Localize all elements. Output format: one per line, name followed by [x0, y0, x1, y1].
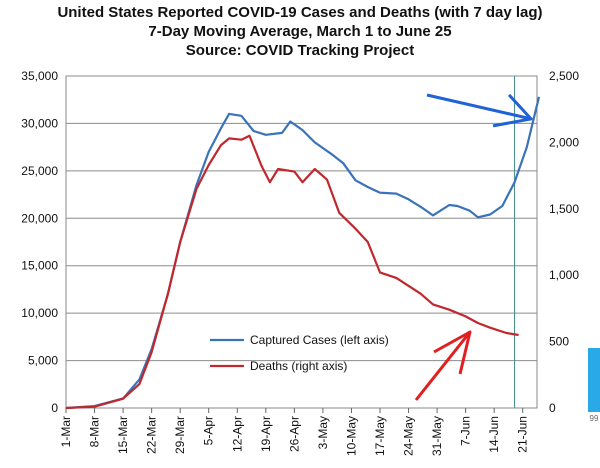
y-right-tick-label: 500: [549, 335, 569, 349]
x-tick-label: 31-May: [430, 416, 444, 456]
x-tick-label: 24-May: [402, 416, 416, 456]
x-tick-label: 10-May: [344, 416, 358, 456]
y-right-tick-label: 2,500: [549, 69, 579, 83]
chart-subtitle: 7-Day Moving Average, March 1 to June 25: [148, 23, 452, 40]
x-tick-label: 26-Apr: [287, 416, 301, 452]
y-left-tick-label: 0: [51, 401, 58, 415]
x-tick-label: 12-Apr: [230, 416, 244, 452]
x-tick-label: 15-Mar: [116, 416, 130, 454]
edge-widget-bar: [588, 348, 600, 412]
y-right-tick-label: 2,000: [549, 135, 579, 149]
x-tick-label: 5-Apr: [202, 416, 216, 445]
y-left-tick-label: 10,000: [21, 306, 58, 320]
y-right-tick-label: 0: [549, 401, 556, 415]
plot-area: [65, 75, 538, 409]
y-left-tick-label: 30,000: [21, 116, 58, 130]
x-tick-label: 8-Mar: [88, 416, 102, 447]
legend-label: Captured Cases (left axis): [250, 333, 389, 347]
y-left-tick-label: 20,000: [21, 211, 58, 225]
y-right-tick-label: 1,500: [549, 202, 579, 216]
edge-widget-label: 99: [589, 414, 599, 423]
x-tick-label: 14-Jun: [487, 416, 501, 453]
x-tick-label: 1-Mar: [59, 416, 73, 447]
blue-arrow-head: [492, 93, 533, 128]
x-tick-label: 22-Mar: [145, 416, 159, 454]
y-left-tick-label: 15,000: [21, 259, 58, 273]
chart-source: Source: COVID Tracking Project: [185, 42, 415, 59]
x-tick-label: 19-Apr: [259, 416, 273, 452]
deaths-series-line: [65, 134, 519, 410]
red-arrow-head: [433, 330, 472, 375]
x-tick-label: 21-Jun: [516, 416, 530, 453]
x-tick-label: 29-Mar: [173, 416, 187, 454]
x-tick-label: 17-May: [373, 416, 387, 456]
blue-arrow-shaft: [426, 93, 532, 121]
x-tick-label: 7-Jun: [459, 416, 473, 446]
legend-label: Deaths (right axis): [250, 359, 347, 373]
y-right-tick-label: 1,000: [549, 268, 579, 282]
y-left-tick-label: 25,000: [21, 164, 58, 178]
x-tick-label: 3-May: [316, 416, 330, 449]
y-left-tick-label: 35,000: [21, 69, 58, 83]
red-arrow-shaft: [414, 331, 472, 401]
y-left-tick-label: 5,000: [28, 354, 58, 368]
chart-title: United States Reported COVID-19 Cases an…: [57, 4, 543, 21]
